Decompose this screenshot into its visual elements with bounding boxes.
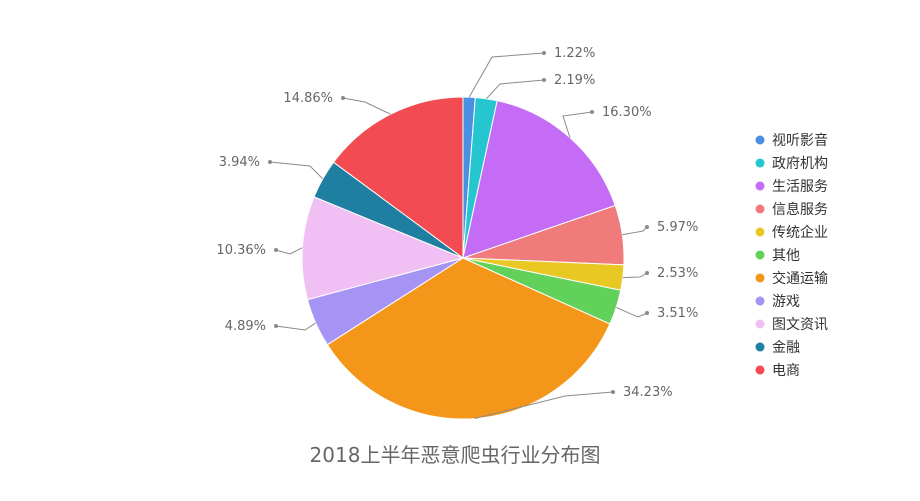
slice-value-label: 4.89% — [225, 319, 266, 334]
legend-label: 视听影音 — [772, 132, 828, 149]
legend-swatch — [755, 273, 765, 283]
leader-line — [269, 161, 324, 180]
legend-swatch — [755, 250, 765, 260]
slice-value-label: 34.23% — [623, 385, 673, 400]
legend-label: 生活服务 — [772, 179, 828, 195]
leader-line — [275, 247, 303, 255]
slice-value-label: 14.86% — [283, 91, 333, 106]
legend-label: 传统企业 — [772, 224, 828, 241]
legend-label: 图文资讯 — [772, 317, 828, 333]
leader-dot — [542, 78, 546, 82]
legend-label: 政府机构 — [772, 156, 828, 172]
leader-dot — [645, 271, 649, 275]
slice-value-label: 10.36% — [216, 243, 266, 258]
leader-dot — [274, 324, 278, 328]
legend-swatch — [755, 296, 765, 306]
leader-dot — [542, 51, 546, 55]
legend-swatch — [755, 365, 765, 375]
leader-dot — [274, 248, 278, 252]
slice-value-label: 2.53% — [657, 266, 698, 281]
pie-slice — [462, 100, 616, 259]
slice-value-label: 5.97% — [657, 220, 698, 235]
leader-line — [342, 97, 391, 115]
leader-line — [616, 306, 648, 318]
legend-label: 其他 — [772, 248, 800, 264]
legend-swatch — [755, 135, 765, 145]
legend-swatch — [755, 158, 765, 168]
legend-swatch — [755, 342, 765, 352]
leader-line — [275, 322, 316, 331]
leader-lines — [268, 51, 649, 420]
value-labels: 1.22% 2.19% 16.30% 5.97% 2.53% 3.51% 34.23% 4.8… — [216, 46, 698, 400]
leader-line — [485, 79, 545, 100]
slice-value-label: 16.30% — [602, 105, 652, 120]
slice-value-label: 3.51% — [657, 306, 698, 321]
leader-line — [474, 391, 614, 420]
leader-dot — [611, 390, 615, 394]
leader-line — [562, 111, 593, 138]
slice-value-label: 3.94% — [219, 155, 260, 170]
leader-dot — [645, 225, 649, 229]
leader-line — [622, 272, 648, 279]
legend-label: 电商 — [772, 363, 800, 379]
leader-line — [468, 52, 545, 98]
legend-swatch — [755, 204, 765, 214]
chart-title: 2018上半年恶意爬虫行业分布图 — [310, 443, 601, 467]
legend-swatch — [755, 227, 765, 237]
legend-swatch — [755, 319, 765, 329]
leader-dot — [341, 96, 345, 100]
slice-value-label: 2.19% — [554, 73, 595, 88]
legend-label: 金融 — [772, 340, 800, 356]
legend-swatch — [755, 181, 765, 191]
pie-slice — [301, 196, 465, 301]
leader-dot — [268, 160, 272, 164]
pie-slice — [332, 96, 464, 259]
slice-value-label: 1.22% — [554, 46, 595, 61]
legend-label: 信息服务 — [772, 201, 828, 218]
legend-label: 游戏 — [772, 294, 800, 310]
leader-line — [622, 226, 648, 236]
leader-dot — [645, 311, 649, 315]
pie-slices — [301, 96, 625, 420]
leader-dot — [590, 110, 594, 114]
legend-label: 交通运输 — [772, 270, 828, 287]
